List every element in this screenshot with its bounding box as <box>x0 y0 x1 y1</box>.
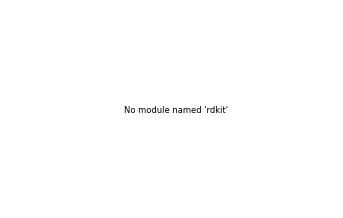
Text: No module named 'rdkit': No module named 'rdkit' <box>124 106 228 115</box>
